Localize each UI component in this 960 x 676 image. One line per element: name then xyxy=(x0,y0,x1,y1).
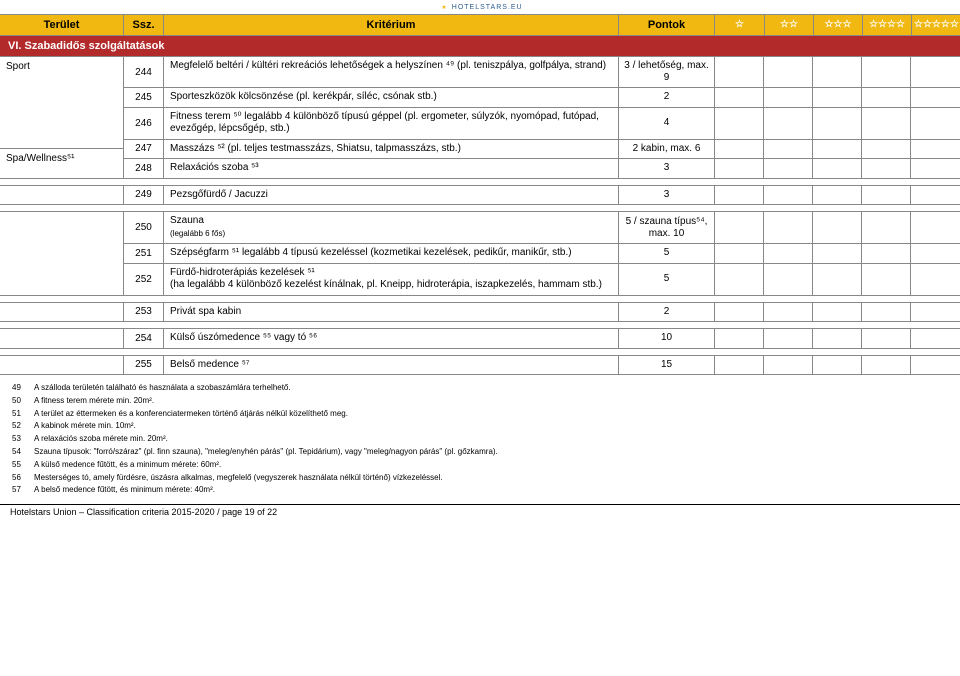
cell-pont: 2 xyxy=(619,88,715,107)
fn-text: A szálloda területén található és haszná… xyxy=(34,383,498,394)
cell-krit: Szauna(legalább 6 fős) xyxy=(164,212,619,243)
cell-pont: 5 / szauna típus⁵⁴, max. 10 xyxy=(619,212,715,243)
fn-num: 49 xyxy=(12,383,32,394)
cell-pont: 2 kabin, max. 6 xyxy=(619,140,715,159)
table-row: 252 Fürdő-hidroterápiás kezelések ⁵¹ (ha… xyxy=(124,264,960,296)
fn-text: A relaxációs szoba mérete min. 20m². xyxy=(34,434,498,445)
cell-ssz: 255 xyxy=(124,356,164,375)
fn-num: 53 xyxy=(12,434,32,445)
cell-ssz: 250 xyxy=(124,212,164,243)
hdr-kriterium: Kritérium xyxy=(164,15,619,35)
table-row: 248 Relaxációs szoba ⁵³ 3 xyxy=(124,159,960,179)
block2: 249 Pezsgőfürdő / Jacuzzi 3 xyxy=(0,185,960,206)
cell-pont: 5 xyxy=(619,264,715,295)
cell-pont: 3 xyxy=(619,159,715,178)
hdr-star-5: ☆☆☆☆☆ xyxy=(911,15,960,35)
cell-krit: Belső medence ⁵⁷ xyxy=(164,356,619,375)
cell-pont: 4 xyxy=(619,108,715,139)
cell-ssz: 252 xyxy=(124,264,164,295)
cell-krit: Relaxációs szoba ⁵³ xyxy=(164,159,619,178)
cell-pont: 10 xyxy=(619,329,715,348)
hdr-star-2: ☆☆ xyxy=(764,15,813,35)
block4: 253 Privát spa kabin 2 xyxy=(0,302,960,323)
page-footer: Hotelstars Union – Classification criter… xyxy=(0,504,960,517)
block3: 250 Szauna(legalább 6 fős) 5 / szauna tí… xyxy=(0,211,960,296)
logo-suffix: .EU xyxy=(508,4,523,11)
fn-num: 54 xyxy=(12,447,32,458)
logo-stars: ★ xyxy=(441,4,447,11)
logo-bar: ★ HOTELSTARS.EU xyxy=(0,0,960,14)
cell-pont: 5 xyxy=(619,244,715,263)
cell-ssz: 248 xyxy=(124,159,164,178)
hdr-star-1: ☆ xyxy=(715,15,764,35)
cell-krit: Szépségfarm ⁵¹ legalább 4 típusú kezelés… xyxy=(164,244,619,263)
cell-pont: 2 xyxy=(619,303,715,322)
cell-ssz: 254 xyxy=(124,329,164,348)
fn-text: A külső medence fűtött, és a minimum mér… xyxy=(34,460,498,471)
cell-krit: Fitness terem ⁵⁰ legalább 4 különböző tí… xyxy=(164,108,619,139)
table-row: 254 Külső úszómedence ⁵⁵ vagy tó ⁵⁶ 10 xyxy=(124,329,960,349)
fn-num: 52 xyxy=(12,421,32,432)
cell-ssz: 246 xyxy=(124,108,164,139)
hdr-star-4: ☆☆☆☆ xyxy=(862,15,911,35)
table-row: 249 Pezsgőfürdő / Jacuzzi 3 xyxy=(124,186,960,206)
cell-krit: Privát spa kabin xyxy=(164,303,619,322)
table-row: 246 Fitness terem ⁵⁰ legalább 4 különböz… xyxy=(124,108,960,140)
fn-text: Szauna típusok: "forró/száraz" (pl. finn… xyxy=(34,447,498,458)
table-header: Terület Ssz. Kritérium Pontok ☆ ☆☆ ☆☆☆ ☆… xyxy=(0,14,960,36)
fn-num: 50 xyxy=(12,396,32,407)
table-row: 247 Masszázs ⁵² (pl. teljes testmasszázs… xyxy=(124,140,960,160)
group-sport-spa: Sport Spa/Wellness⁵¹ 244 Megfelelő belté… xyxy=(0,57,960,179)
logo-brand: HOTELSTARS xyxy=(452,4,508,11)
cell-ssz: 244 xyxy=(124,57,164,87)
cell-krit: Sporteszközök kölcsönzése (pl. kerékpár,… xyxy=(164,88,619,107)
cell-ssz: 253 xyxy=(124,303,164,322)
cell-krit: Külső úszómedence ⁵⁵ vagy tó ⁵⁶ xyxy=(164,329,619,348)
cell-pont: 3 / lehetőség, max. 9 xyxy=(619,57,715,87)
table-row: 245 Sporteszközök kölcsönzése (pl. kerék… xyxy=(124,88,960,108)
fn-text: A fitness terem mérete min. 20m². xyxy=(34,396,498,407)
table-row: 251 Szépségfarm ⁵¹ legalább 4 típusú kez… xyxy=(124,244,960,264)
hdr-terulet: Terület xyxy=(0,15,124,35)
fn-text: Mesterséges tó, amely fürdésre, úszásra … xyxy=(34,473,498,484)
fn-text: A kabinok mérete min. 10m². xyxy=(34,421,498,432)
fn-num: 57 xyxy=(12,485,32,496)
cell-krit: Megfelelő beltéri / kültéri rekreációs l… xyxy=(164,57,619,87)
table-row: 253 Privát spa kabin 2 xyxy=(124,303,960,323)
cell-ssz: 251 xyxy=(124,244,164,263)
cell-krit: Fürdő-hidroterápiás kezelések ⁵¹ (ha leg… xyxy=(164,264,619,295)
cell-pont: 3 xyxy=(619,186,715,205)
table-row: 244 Megfelelő beltéri / kültéri rekreáci… xyxy=(124,57,960,88)
fn-text: A terület az éttermeken és a konferencia… xyxy=(34,409,498,420)
table-row: 255 Belső medence ⁵⁷ 15 xyxy=(124,356,960,376)
fn-num: 56 xyxy=(12,473,32,484)
fn-num: 51 xyxy=(12,409,32,420)
footnotes: 49A szálloda területén található és hasz… xyxy=(0,375,960,500)
cell-ssz: 247 xyxy=(124,140,164,159)
section-title: VI. Szabadidős szolgáltatások xyxy=(0,36,960,57)
cell-ssz: 245 xyxy=(124,88,164,107)
hdr-ssz: Ssz. xyxy=(124,15,164,35)
fn-text: A belső medence fűtött, és minimum méret… xyxy=(34,485,498,496)
label-sport: Sport xyxy=(0,57,124,149)
table-row: 250 Szauna(legalább 6 fős) 5 / szauna tí… xyxy=(124,212,960,244)
block6: 255 Belső medence ⁵⁷ 15 xyxy=(0,355,960,376)
cell-krit: Masszázs ⁵² (pl. teljes testmasszázs, Sh… xyxy=(164,140,619,159)
fn-num: 55 xyxy=(12,460,32,471)
cell-pont: 15 xyxy=(619,356,715,375)
cell-krit: Pezsgőfürdő / Jacuzzi xyxy=(164,186,619,205)
cell-ssz: 249 xyxy=(124,186,164,205)
hdr-star-3: ☆☆☆ xyxy=(813,15,862,35)
block5: 254 Külső úszómedence ⁵⁵ vagy tó ⁵⁶ 10 xyxy=(0,328,960,349)
hdr-pontok: Pontok xyxy=(619,15,715,35)
label-spa: Spa/Wellness⁵¹ xyxy=(0,149,124,179)
